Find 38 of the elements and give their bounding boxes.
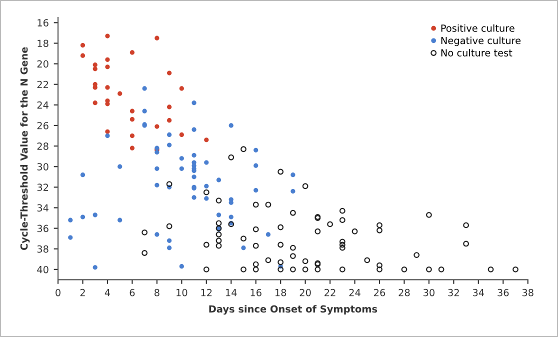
x-tick-label: 8 [154,288,160,296]
x-tick-label: 28 [398,288,410,296]
x-tick-label: 32 [448,288,459,296]
y-tick-label: 30 [37,163,48,170]
y-tick-label: 22 [37,80,48,88]
x-tick-label: 6 [130,288,135,296]
y-axis-title: Cycle-Threshold Value for the N Gene [20,47,30,250]
x-tick-label: 38 [522,288,534,296]
legend-label: Negative culture [441,36,521,46]
x-tick-label: 18 [275,288,286,296]
x-tick-label: 10 [176,288,188,296]
x-tick-label: 30 [424,288,434,296]
x-axis-title: Days since Onset of Symptoms [209,305,378,315]
x-tick-label: 24 [349,288,360,296]
y-tick-label: 38 [37,245,48,253]
x-tick-label: 34 [472,288,484,296]
x-tick-label: 2 [80,288,85,296]
y-tick-label: 28 [37,142,48,150]
x-tick-label: 26 [374,288,386,296]
legend-label: No culture test [441,48,512,57]
y-tick-label: 26 [37,122,48,130]
y-tick-label: 20 [37,60,48,68]
y-tick-label: 16 [38,19,48,26]
x-tick-label: 20 [300,288,311,296]
x-tick-label: 12 [201,288,212,296]
x-tick-label: 36 [498,288,509,296]
x-tick-label: 16 [250,288,262,296]
x-tick-label: 14 [226,289,237,296]
x-tick-label: 0 [56,288,60,296]
y-tick-label: 18 [38,40,48,48]
y-tick-label: 32 [37,184,48,192]
y-tick-label: 40 [37,266,48,274]
y-tick-label: 24 [37,101,48,109]
y-tick-label: 36 [37,224,48,232]
y-tick-label: 34 [37,204,48,212]
x-tick-label: 4 [104,289,110,296]
x-tick-label: 22 [324,288,336,296]
legend-label: Positive culture [441,24,514,32]
